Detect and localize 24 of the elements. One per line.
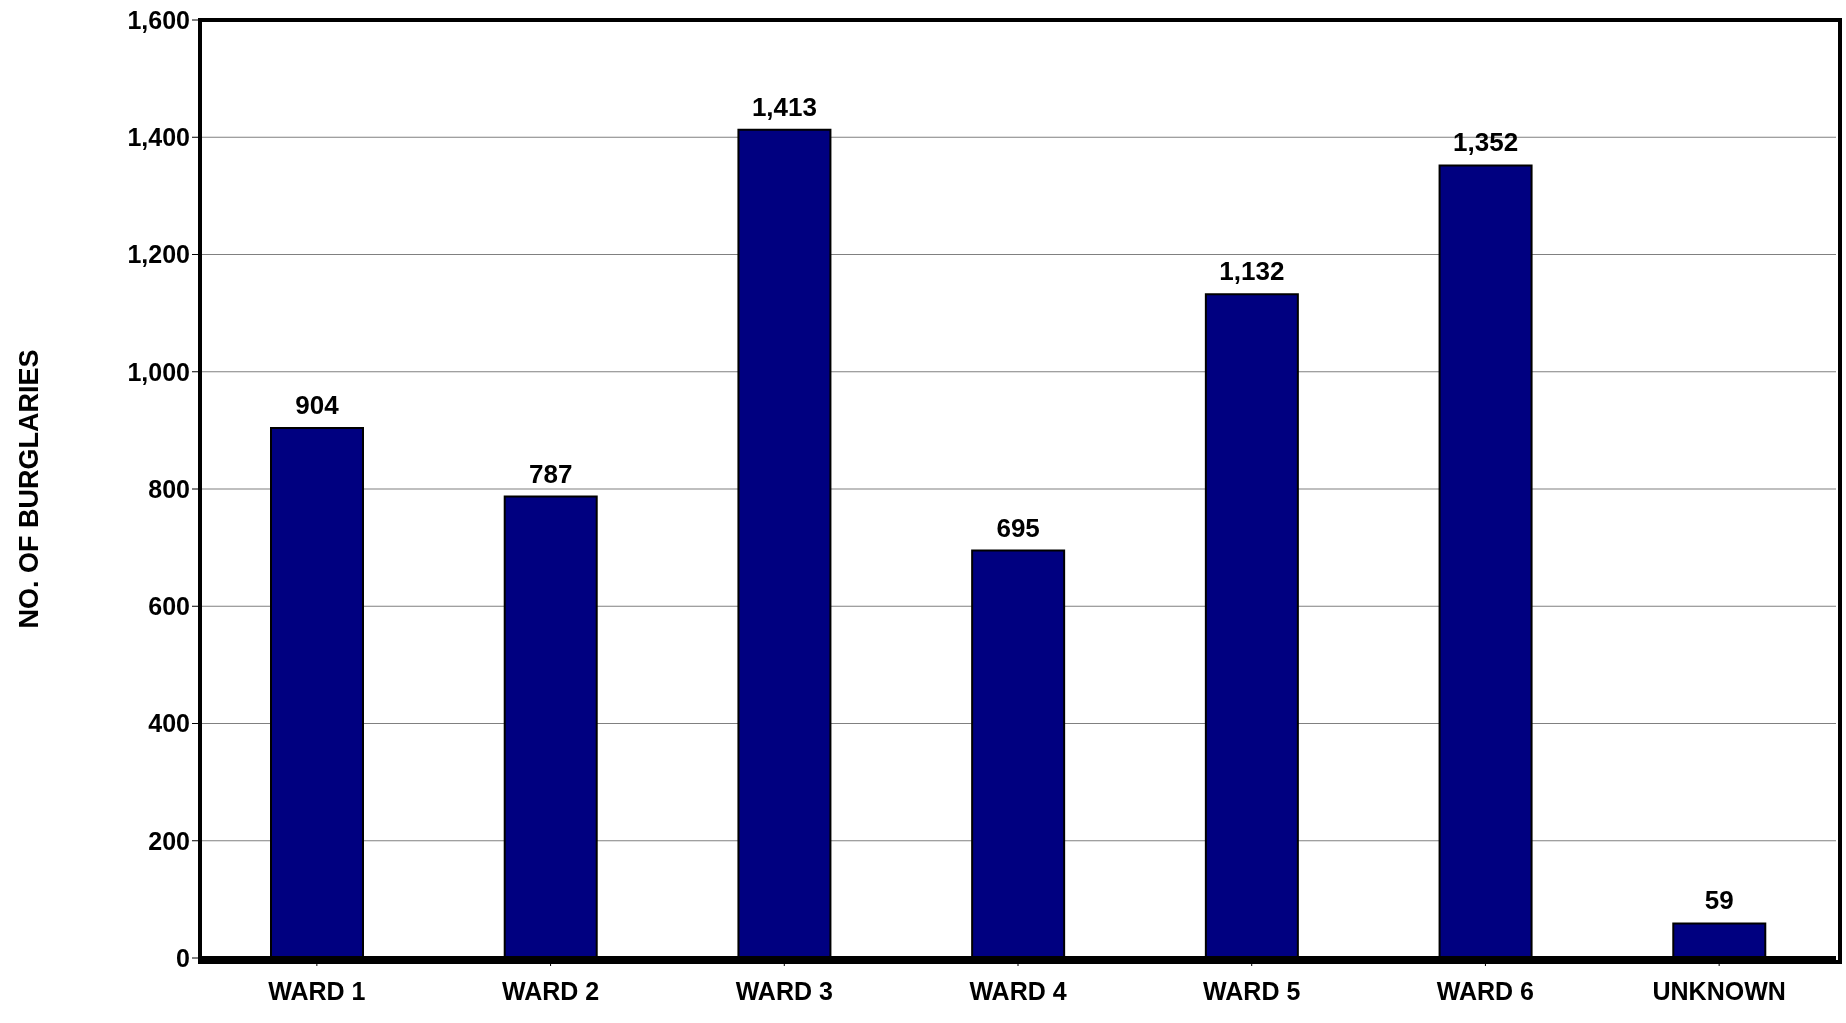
y-axis-title: NO. OF BURGLARIES: [13, 349, 44, 629]
y-tick-label: 0: [176, 943, 190, 972]
data-label: 904: [295, 390, 340, 421]
y-tick-label: 800: [148, 474, 190, 503]
data-label: 695: [996, 512, 1040, 543]
y-tick-label: 200: [148, 826, 190, 855]
x-tick-label: WARD 4: [969, 976, 1067, 1005]
y-tick-label: 1,600: [127, 5, 190, 34]
x-tick-label: WARD 1: [268, 976, 366, 1005]
x-tick-label: WARD 5: [1203, 976, 1301, 1005]
data-label: 59: [1704, 885, 1734, 916]
x-tick-label: WARD 3: [735, 976, 833, 1005]
data-label: 1,413: [751, 91, 817, 122]
y-tick-label: 400: [148, 709, 190, 738]
y-tick-label: 1,200: [127, 240, 190, 269]
data-label: 1,352: [1453, 127, 1519, 158]
y-tick-label: 1,000: [127, 357, 190, 386]
x-tick-label: WARD 2: [501, 976, 600, 1005]
data-label: 1,132: [1219, 256, 1285, 287]
x-tick-label: UNKNOWN: [1652, 976, 1786, 1005]
y-tick-label: 1,400: [127, 123, 190, 152]
y-tick-label: 600: [148, 592, 190, 621]
data-label: 787: [529, 458, 573, 489]
x-tick-label: WARD 6: [1436, 976, 1535, 1005]
